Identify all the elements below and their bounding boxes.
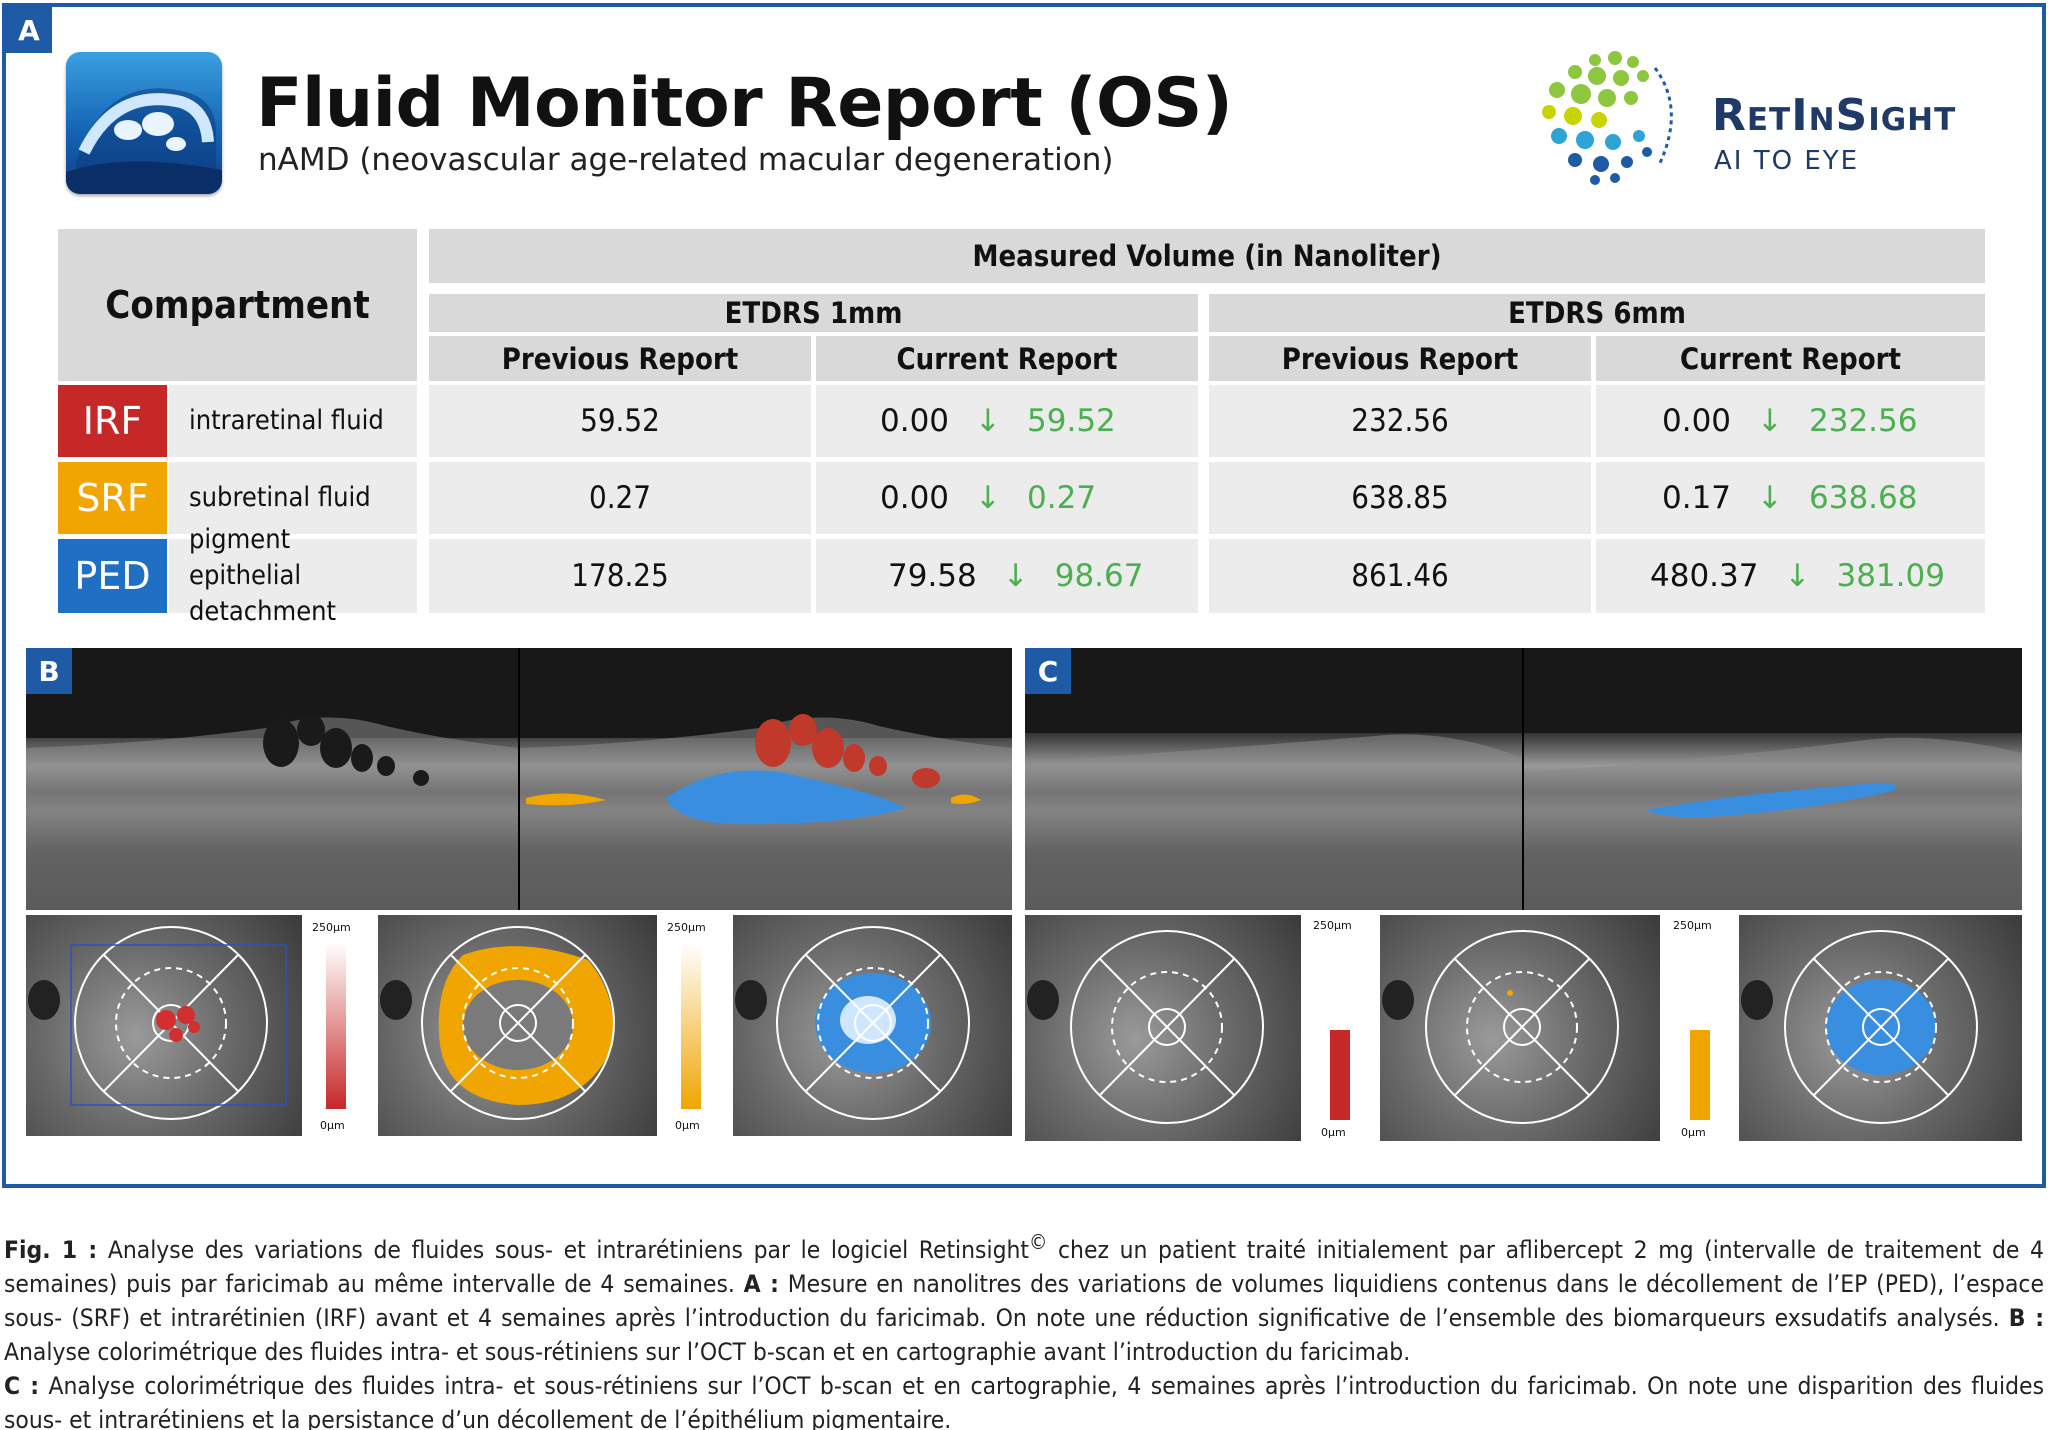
scale-max-label: 250µm xyxy=(667,921,706,934)
ped-current-6mm: 480.37 xyxy=(1650,558,1759,594)
ped-badge: PED xyxy=(58,539,167,613)
caption-b-text: Analyse colorimétrique des fluides intra… xyxy=(4,1337,1411,1367)
fundus-map-irf-before xyxy=(26,915,302,1136)
srf-current-6mm: 0.17 xyxy=(1662,480,1732,516)
srf-current-6mm-cell xyxy=(1596,462,1985,534)
retinsight-logo-icon xyxy=(1542,51,1673,185)
down-arrow-icon: ↓ xyxy=(975,403,1002,439)
thickness-scale-irf-after: 250µm 0µm xyxy=(1305,915,1375,1141)
srf-current-1mm: 0.00 xyxy=(880,480,950,516)
oct-bscan-before xyxy=(26,648,1012,910)
irf-delta-6mm: 232.56 xyxy=(1809,403,1918,439)
caption-intro: Analyse des variations de fluides sous- … xyxy=(107,1235,1030,1265)
brand-tagline: AI TO EYE xyxy=(1714,146,1860,176)
irf-badge: IRF xyxy=(58,385,167,457)
irf-current-1mm: 0.00 xyxy=(880,403,950,439)
ped-current-1mm: 79.58 xyxy=(888,558,977,594)
down-arrow-icon: ↓ xyxy=(1757,403,1784,439)
current-report-1mm-header: Current Report xyxy=(816,336,1198,381)
ped-current-1mm-cell xyxy=(816,539,1198,613)
irf-previous-6mm: 232.56 xyxy=(1209,385,1591,457)
scale-max-label: 250µm xyxy=(1673,919,1712,932)
current-report-6mm-header: Current Report xyxy=(1596,336,1985,381)
srf-previous-1mm: 0.27 xyxy=(429,462,811,534)
scale-gradient-bar xyxy=(326,943,346,1109)
caption-fig-label: Fig. 1 : xyxy=(4,1235,98,1265)
previous-report-1mm-header: Previous Report xyxy=(429,336,811,381)
irf-delta-1mm: 59.52 xyxy=(1027,403,1116,439)
ped-previous-6mm: 861.46 xyxy=(1209,539,1591,613)
thickness-scale-srf: 250µm 0µm xyxy=(661,915,721,1136)
down-arrow-icon: ↓ xyxy=(975,480,1002,516)
scale-min-label: 0µm xyxy=(320,1119,345,1132)
ped-current-6mm-cell xyxy=(1596,539,1985,613)
srf-delta-6mm: 638.68 xyxy=(1809,480,1918,516)
irf-current-6mm: 0.00 xyxy=(1662,403,1732,439)
caption-c-label: C : xyxy=(4,1371,40,1401)
irf-current-1mm-cell xyxy=(816,385,1198,457)
thickness-scale-irf: 250µm 0µm xyxy=(306,915,366,1136)
ped-delta-1mm: 98.67 xyxy=(1054,558,1144,594)
compartment-header: Compartment xyxy=(58,229,417,381)
fundus-map-srf-before xyxy=(378,915,657,1136)
compartment-name: intraretinal fluid xyxy=(169,385,417,457)
fluid-monitor-app-icon xyxy=(66,52,222,194)
scale-gradient-bar xyxy=(681,943,701,1109)
panel-label-b: B xyxy=(26,648,72,694)
srf-current-1mm-cell xyxy=(816,462,1198,534)
scale-bar xyxy=(1330,1030,1350,1120)
srf-previous-6mm: 638.85 xyxy=(1209,462,1591,534)
panel-label-c: C xyxy=(1025,648,1071,694)
srf-badge: SRF xyxy=(58,462,167,534)
compartment-name: pigment epithelial detachment xyxy=(169,524,417,627)
fundus-map-srf-after xyxy=(1380,915,1660,1141)
report-title: Fluid Monitor Report (OS) xyxy=(256,64,1233,143)
thickness-scale-srf-after: 250µm 0µm xyxy=(1665,915,1735,1141)
fundus-map-ped-after xyxy=(1739,915,2022,1141)
etdrs-6mm-header: ETDRS 6mm xyxy=(1209,294,1985,332)
previous-report-6mm-header: Previous Report xyxy=(1209,336,1591,381)
caption-intro-cont: chez un patient traité initialement par … xyxy=(4,1235,2044,1299)
panel-label-a: A xyxy=(6,7,52,53)
ped-previous-1mm: 178.25 xyxy=(429,539,811,613)
down-arrow-icon: ↓ xyxy=(1002,558,1029,594)
caption-a-text: Mesure en nanolitres des variations de v… xyxy=(4,1269,2044,1333)
caption-c-text: Analyse colorimétrique des fluides intra… xyxy=(4,1371,2044,1430)
srf-delta-1mm: 0.27 xyxy=(1027,480,1097,516)
measured-volume-header: Measured Volume (in Nanoliter) xyxy=(429,229,1985,283)
compartment-name: subretinal fluid xyxy=(169,462,417,534)
down-arrow-icon: ↓ xyxy=(1784,558,1811,594)
irf-current-6mm-cell xyxy=(1596,385,1985,457)
scale-min-label: 0µm xyxy=(675,1119,700,1132)
scale-min-label: 0µm xyxy=(1321,1126,1346,1139)
fundus-map-ped-before xyxy=(733,915,1012,1136)
irf-previous-1mm: 59.52 xyxy=(429,385,811,457)
copyright-mark: © xyxy=(1029,1230,1048,1254)
scale-max-label: 250µm xyxy=(1313,919,1352,932)
fundus-map-irf-after xyxy=(1025,915,1301,1141)
scale-bar xyxy=(1690,1030,1710,1120)
figure-caption: Fig. 1 : Analyse des variations de fluid… xyxy=(4,1225,2044,1430)
report-subtitle: nAMD (neovascular age-related macular de… xyxy=(258,142,1114,178)
brand-name: RetInSight xyxy=(1712,90,1957,141)
caption-a-label: A : xyxy=(743,1269,779,1299)
scale-max-label: 250µm xyxy=(312,921,351,934)
down-arrow-icon: ↓ xyxy=(1757,480,1784,516)
etdrs-1mm-header: ETDRS 1mm xyxy=(429,294,1198,332)
oct-bscan-after xyxy=(1025,648,2022,910)
ped-delta-6mm: 381.09 xyxy=(1836,558,1945,594)
scale-min-label: 0µm xyxy=(1681,1126,1706,1139)
caption-b-label: B : xyxy=(2008,1303,2044,1333)
